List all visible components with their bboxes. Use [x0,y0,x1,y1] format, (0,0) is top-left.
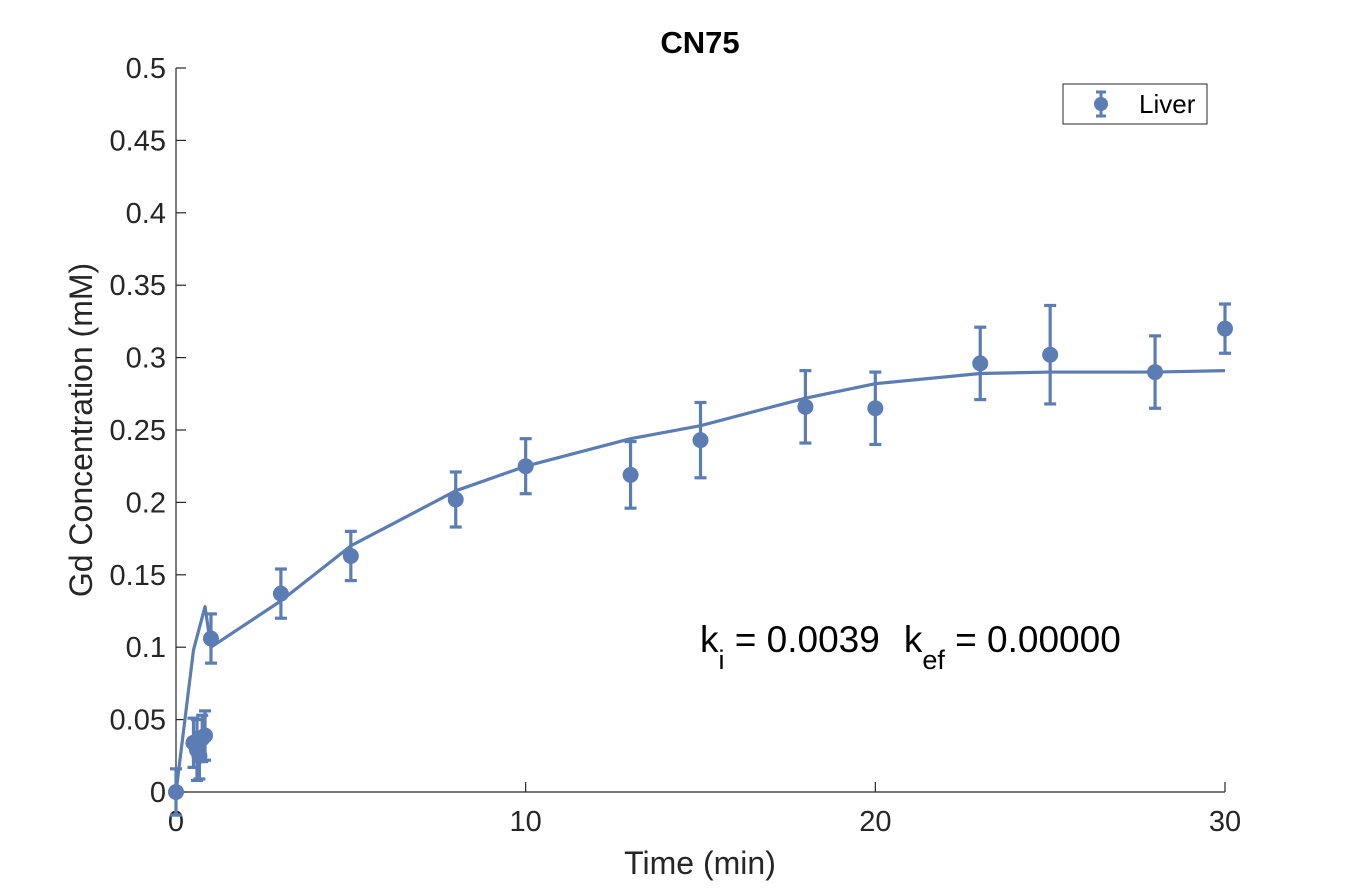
data-marker [972,355,989,372]
data-marker [447,491,464,508]
errorbar-layer [168,302,1233,817]
data-marker [692,432,709,449]
legend-dot [1094,97,1108,111]
data-point [972,325,989,402]
data-point [692,400,709,480]
data-marker [1042,346,1059,363]
data-marker [168,784,184,800]
y-tick-label: 0.05 [110,705,166,737]
data-marker [272,585,289,602]
data-point [447,470,464,529]
legend-label: Liver [1139,89,1196,119]
data-point [168,767,184,817]
chart-title: CN75 [660,25,739,60]
k-ef-subscript: ef [922,645,945,675]
y-axis-label: Gd Concentration (mM) [63,263,99,597]
k-ef-base: k [904,619,923,660]
y-tick-label: 0.25 [110,415,166,447]
x-tick-label: 30 [1209,806,1241,838]
data-marker [517,458,534,475]
k-ef-value: = 0.00000 [945,619,1121,660]
y-tick-label: 0.45 [110,125,166,157]
y-tick-label: 0.3 [126,343,166,375]
k-i-base: k [700,619,719,660]
data-point [1042,303,1059,406]
x-tick-label: 20 [859,806,891,838]
data-point [1217,302,1233,355]
data-point [797,369,814,445]
data-point [202,612,219,665]
data-marker [797,398,814,415]
y-tick-label: 0.35 [110,270,166,302]
y-tick-label: 0.5 [126,53,166,85]
data-point [272,567,289,620]
rate-annotation: ki = 0.0039 kef = 0.00000 [700,619,1121,675]
data-marker [342,547,359,564]
y-tick-label: 0.2 [126,487,166,519]
legend-box [1062,83,1208,125]
x-axis-label: Time (min) [624,845,776,881]
fit-line [174,369,1226,793]
y-tick-label: 0 [150,777,166,809]
legend: Liver [1062,83,1208,125]
data-point [517,437,534,496]
k-i-value: = 0.0039 [725,619,880,660]
data-point [197,709,214,762]
k-i-subscript: i [719,645,725,675]
data-marker [622,466,639,483]
fit-line-layer [174,369,1226,793]
data-marker [197,727,214,744]
y-tick-label: 0.1 [126,632,166,664]
data-point [622,439,639,510]
data-point [1147,334,1164,410]
data-marker [867,400,884,417]
data-point [867,370,884,447]
data-point [342,529,359,583]
x-tick-label: 10 [510,806,542,838]
data-marker [1217,320,1233,337]
y-tick-label: 0.15 [110,560,166,592]
data-marker [202,630,219,647]
y-tick-label: 0.4 [126,198,166,230]
legend-marker-icon [1094,90,1108,118]
y-ticks: 0 0.05 0.1 0.15 0.2 0.25 0.3 0.35 0.4 0.45 0.5 [110,53,186,809]
data-marker [1147,364,1164,381]
